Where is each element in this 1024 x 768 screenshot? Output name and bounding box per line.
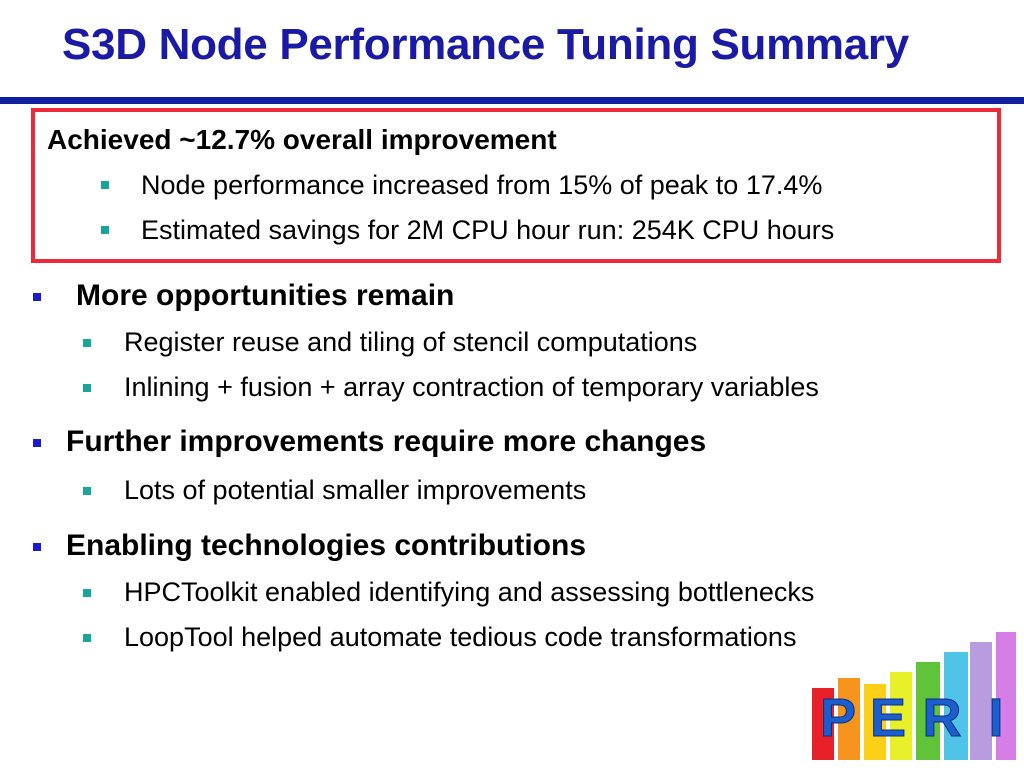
highlight-box: Achieved ~12.7% overall improvement Node… <box>31 108 1001 263</box>
section-item: HPCToolkit enabled identifying and asses… <box>124 577 815 607</box>
section-heading: More opportunities remain <box>76 279 455 312</box>
logo-bar <box>838 678 860 760</box>
bullet-square-icon <box>101 226 109 234</box>
bullet-square-icon <box>101 181 109 189</box>
highlight-item: Node performance increased from 15% of p… <box>141 170 823 200</box>
highlight-heading: Achieved ~12.7% overall improvement <box>47 124 557 155</box>
logo-bar <box>970 642 992 760</box>
section-item: Inlining + fusion + array contraction of… <box>124 372 819 402</box>
slide-title: S3D Node Performance Tuning Summary <box>62 20 909 69</box>
bullet-square-icon <box>83 634 91 642</box>
section-item: Lots of potential smaller improvements <box>124 475 587 505</box>
logo-bar <box>916 662 940 760</box>
bullet-square-icon <box>33 439 41 447</box>
bullet-square-icon <box>83 487 91 495</box>
logo-letter: E <box>870 688 906 748</box>
section-item: Register reuse and tiling of stencil com… <box>124 327 698 357</box>
bullet-square-icon <box>33 293 41 301</box>
logo-bar <box>812 688 834 760</box>
logo-letter: R <box>923 688 962 748</box>
logo-letter: I <box>988 688 1003 748</box>
section-heading: Enabling technologies contributions <box>66 529 587 562</box>
logo-bar <box>944 652 968 760</box>
bullet-square-icon <box>83 589 91 597</box>
section-heading: Further improvements require more change… <box>66 425 707 458</box>
highlight-item: Estimated savings for 2M CPU hour run: 2… <box>141 215 835 245</box>
logo-bar <box>996 632 1016 760</box>
bullet-square-icon <box>83 384 91 392</box>
logo-bar <box>890 672 912 760</box>
peri-logo: P E R I <box>812 632 1016 760</box>
logo-bar <box>864 684 886 760</box>
title-divider <box>0 97 1024 104</box>
bullet-square-icon <box>83 339 91 347</box>
logo-letter: P <box>820 688 856 748</box>
bullet-square-icon <box>33 543 41 551</box>
section-item: LoopTool helped automate tedious code tr… <box>124 622 797 652</box>
